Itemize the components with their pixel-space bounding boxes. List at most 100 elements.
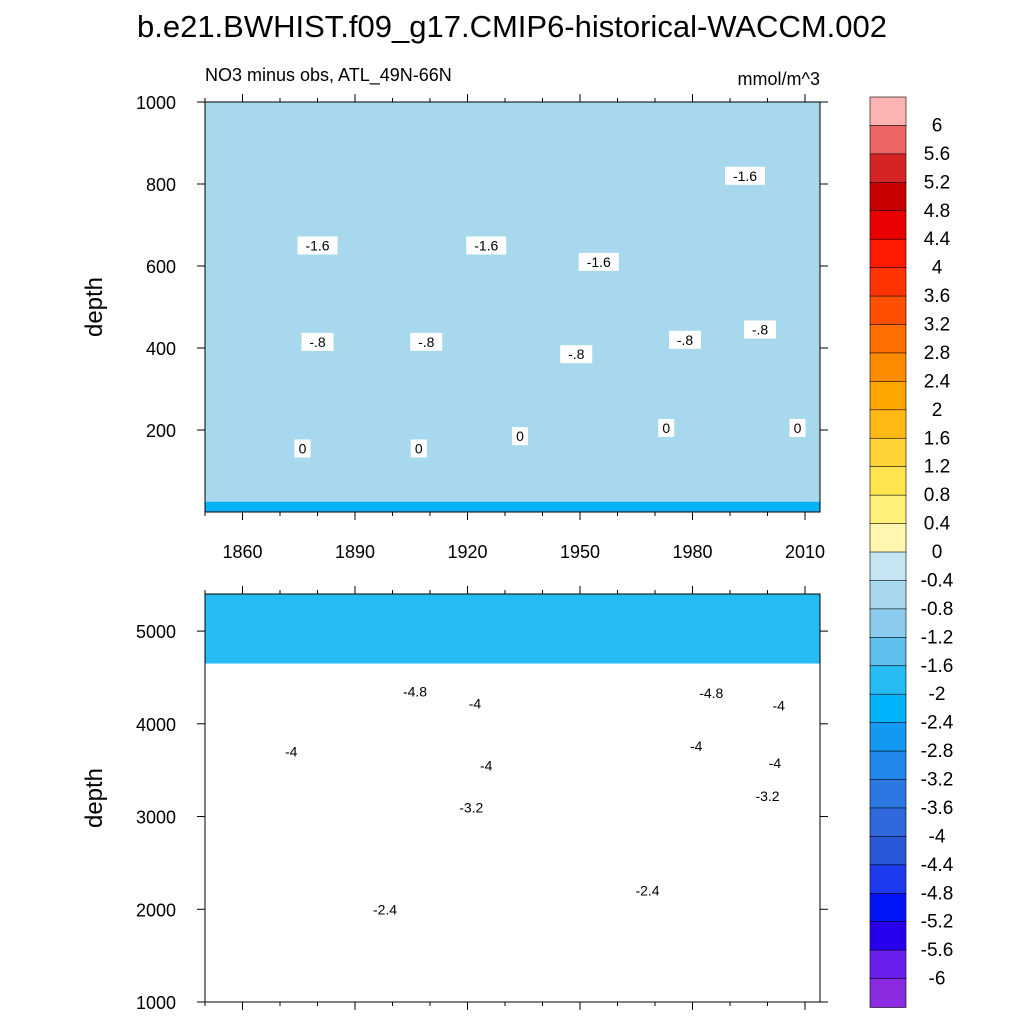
contour-label: -.8	[669, 330, 701, 349]
plot-area	[205, 594, 820, 1002]
svg-text:-3.2: -3.2	[459, 799, 483, 815]
upper-panel: 0 000 0-.8 -.8-.8-.8-.8-1.6 -1.6-1.6-1.61860…	[81, 93, 828, 562]
svg-text:0: 0	[794, 420, 802, 436]
colorbar-label: 5.2	[924, 172, 950, 193]
colorbar-label: 3.6	[924, 286, 950, 307]
x-tick-label: 1980	[672, 542, 712, 562]
svg-text:-4: -4	[769, 755, 782, 771]
colorbar-label: -2.8	[921, 741, 954, 762]
svg-text:-.8: -.8	[677, 332, 694, 348]
contour-label: -3.2	[747, 787, 788, 806]
svg-text:-.8: -.8	[418, 334, 435, 350]
y-tick-label: 2000	[136, 900, 176, 920]
colorbar-swatch	[869, 295, 907, 326]
x-tick-label: 1920	[447, 542, 487, 562]
colorbar-swatch	[869, 836, 907, 866]
colorbar-label: -2.4	[921, 713, 954, 734]
colorbar-label: 4.8	[924, 201, 950, 222]
y-axis: 200 400 600 800 1000 depth	[81, 93, 828, 441]
colorbar: 6 5.6 5.2 4.8 4.4 4 3.6 3.2 2.8 2.4 2 1.6 1.2 0.8 0.4 0…	[869, 96, 954, 1008]
colorbar-swatch	[869, 892, 907, 923]
colorbar-label: 5.6	[924, 144, 950, 165]
colorbar-swatch	[869, 978, 907, 1008]
contour-label: -4.8	[691, 684, 732, 703]
y-tick-label: 4000	[136, 715, 176, 735]
y-axis-label: depth	[81, 277, 108, 337]
no-data-region	[205, 663, 820, 1002]
colorbar-swatch	[869, 437, 907, 468]
colorbar-label: 1.6	[924, 428, 950, 449]
colorbar-swatch	[869, 125, 907, 155]
svg-text:0: 0	[299, 440, 307, 456]
y-tick-label: 1000	[136, 93, 176, 113]
x-tick-label: 2010	[785, 542, 825, 562]
colorbar-swatch	[869, 608, 907, 639]
colorbar-label: -0.8	[921, 599, 954, 620]
contour-label: -2.4	[627, 881, 668, 900]
svg-text:-4: -4	[690, 738, 703, 754]
colorbar-swatch	[869, 153, 907, 184]
colorbar-label: -4	[929, 826, 946, 847]
colorbar-swatch	[869, 750, 907, 781]
contour-label: -1.6	[725, 166, 765, 185]
colorbar-swatch	[869, 381, 907, 411]
colorbar-swatch	[869, 409, 907, 440]
colorbar-label: 0.4	[924, 514, 951, 535]
colorbar-label: -1.2	[921, 627, 954, 648]
colorbar-label: -2	[929, 684, 946, 705]
colorbar-label: 4.4	[924, 229, 951, 250]
chart-title: b.e21.BWHIST.f09_g17.CMIP6-historical-WA…	[137, 9, 887, 44]
colorbar-label: 0.8	[924, 485, 950, 506]
colorbar-swatch	[869, 580, 907, 610]
contour-label: -.8	[744, 320, 776, 339]
contour-label: -4.8	[395, 682, 435, 701]
svg-text:-2.4: -2.4	[635, 883, 659, 899]
colorbar-label: -3.6	[921, 798, 954, 819]
y-tick-label: 1000	[136, 993, 176, 1013]
colorbar-label: 2.4	[924, 371, 951, 392]
y-tick-label: 400	[146, 339, 176, 359]
colorbar-label: -4.8	[921, 883, 954, 904]
svg-text:-1.6: -1.6	[733, 168, 757, 184]
svg-text:-3.2: -3.2	[755, 788, 779, 804]
lower-panel: -2.4-2.4-3.2-3.2-4 -4-4 -4-4.8-4-4.8-41000…	[81, 586, 828, 1013]
colorbar-swatch	[869, 637, 907, 667]
svg-text:-1.6: -1.6	[587, 254, 611, 270]
svg-text:-.8: -.8	[752, 322, 769, 338]
svg-text:0: 0	[662, 420, 670, 436]
svg-text:-4: -4	[773, 697, 786, 713]
contour-label: 0	[789, 418, 806, 437]
colorbar-label: -6	[929, 969, 946, 990]
colorbar-label: -5.2	[921, 912, 954, 933]
y-axis-label: depth	[81, 768, 108, 828]
contour-label: -2.4	[365, 900, 405, 919]
x-axis: 1860 1890 1920 1950 1980 2010	[204, 94, 825, 562]
x-axis	[204, 586, 806, 1010]
contour-label: -4	[474, 756, 499, 775]
y-tick-label: 5000	[136, 622, 176, 642]
x-tick-label: 1890	[335, 542, 375, 562]
colorbar-swatch	[869, 352, 907, 383]
x-tick-label: 1860	[222, 542, 262, 562]
colorbar-label: 3.2	[924, 315, 950, 336]
y-axis: 1000 2000 3000 4000 5000 depth	[81, 622, 828, 1013]
colorbar-swatch	[869, 779, 907, 809]
svg-text:-4: -4	[480, 758, 493, 774]
plot-frame	[204, 593, 821, 1003]
colorbar-swatch	[869, 523, 907, 553]
colorbar-label: 2	[932, 400, 943, 421]
x-tick-label: 1950	[560, 542, 600, 562]
colorbar-swatch	[869, 722, 907, 752]
colorbar-label: 0	[932, 542, 943, 563]
svg-text:0: 0	[516, 428, 524, 444]
svg-text:-1.6: -1.6	[305, 238, 329, 254]
colorbar-label: -3.2	[921, 770, 954, 791]
contour-label: -4	[763, 753, 787, 772]
y-tick-label: 3000	[136, 808, 176, 828]
colorbar-swatch	[869, 182, 907, 212]
colorbar-swatch	[869, 949, 907, 980]
contour-label: -1.6	[578, 252, 619, 271]
colorbar-swatch	[869, 96, 907, 127]
contour-label: -.8	[301, 332, 334, 351]
